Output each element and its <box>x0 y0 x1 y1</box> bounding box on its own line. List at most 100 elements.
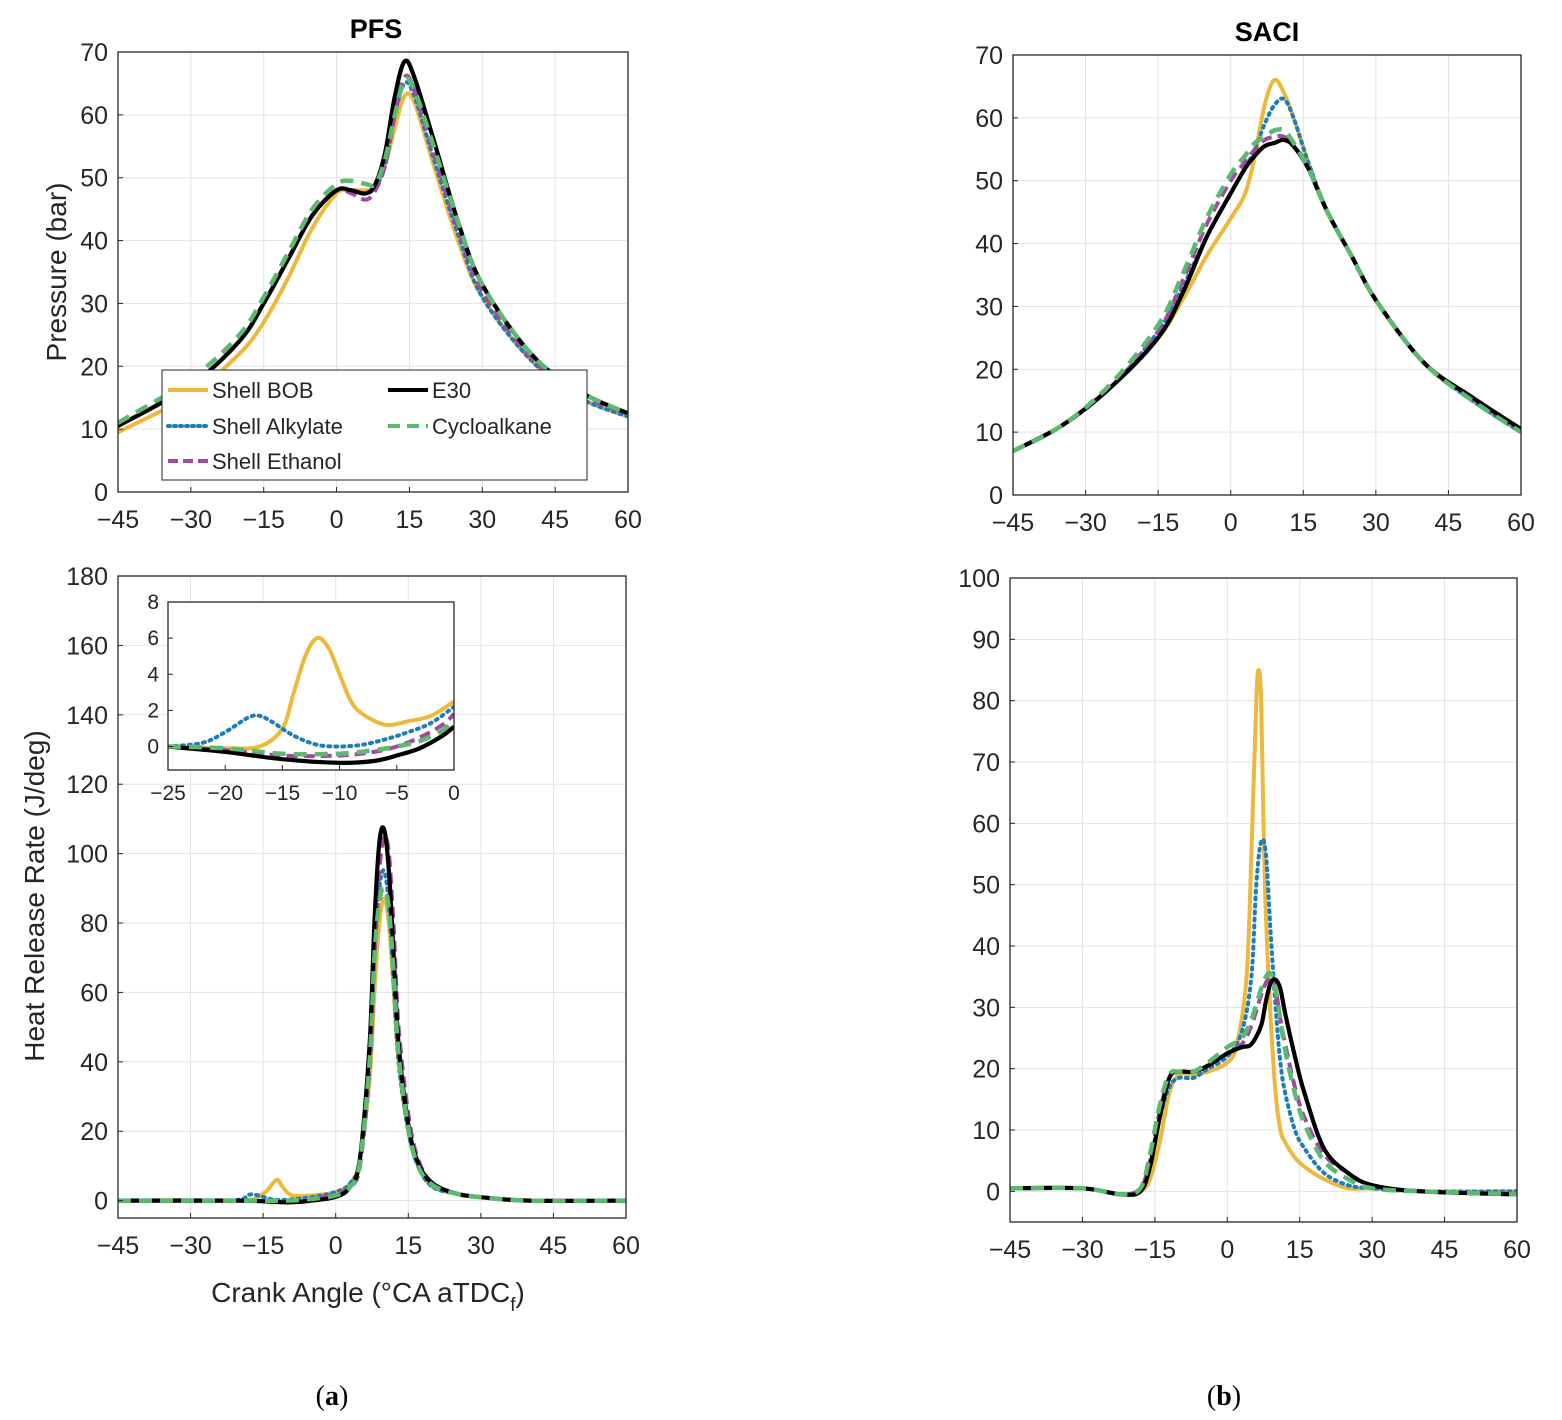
x-tick-label: 15 <box>394 1232 422 1260</box>
y-tick-label: 70 <box>80 39 108 67</box>
y-tick-label: 20 <box>80 353 108 381</box>
x-tick-label: −30 <box>1061 1236 1103 1264</box>
saci-hrr-panel: −45 −30 −15 0 15 30 45 60 0 10 20 30 40 50 60 70 80 90 100 <box>958 565 1531 1264</box>
caption-a-close: ) <box>339 1381 348 1412</box>
x-tick-label: 15 <box>396 506 424 534</box>
y-tick-label: 60 <box>972 810 1000 838</box>
x-tick-label: 0 <box>330 506 344 534</box>
plot-frame <box>117 51 629 493</box>
y-tick-label: 40 <box>80 228 108 256</box>
series-line-cycloalkane <box>118 885 626 1204</box>
x-tick-label: −15 <box>1137 509 1179 537</box>
pfs-hrr-panel: −45 −30 −15 0 15 30 45 600204060801001201401601… <box>19 563 640 1316</box>
x-tick-label: 0 <box>1220 1236 1234 1264</box>
x-tick-label: −15 <box>242 1232 284 1260</box>
y-tick-label: 0 <box>94 1188 108 1216</box>
x-tick-label: −10 <box>322 782 358 805</box>
x-tick-label: −5 <box>385 782 409 805</box>
y-tick-label: 120 <box>66 771 108 799</box>
y-tick-label: 50 <box>972 872 1000 900</box>
y-tick-label: 0 <box>147 736 159 759</box>
legend-box <box>161 369 588 481</box>
x-tick-label: −25 <box>150 782 186 805</box>
y-tick-label: 40 <box>80 1049 108 1077</box>
y-tick-label: 60 <box>80 102 108 130</box>
caption-b-letter: b <box>1216 1381 1232 1412</box>
x-tick-label: 30 <box>1358 1236 1386 1264</box>
x-tick-label: 45 <box>1431 1236 1459 1264</box>
inset-frame <box>167 601 455 771</box>
legend-label-shell-alkylate: Shell Alkylate <box>212 414 343 439</box>
x-tick-label: −30 <box>1064 509 1106 537</box>
y-tick-label: 50 <box>975 168 1003 196</box>
x-tick-label: 45 <box>541 506 569 534</box>
caption-a-open: ( <box>316 1381 325 1412</box>
x-tick-label: −45 <box>97 1232 139 1260</box>
x-tick-label: 30 <box>1362 509 1390 537</box>
x-tick-label: 30 <box>468 506 496 534</box>
x-tick-label: −30 <box>170 506 212 534</box>
panel-title: PFS <box>350 14 403 44</box>
series-line-e30 <box>1013 137 1521 453</box>
x-axis-label-subscript: f <box>510 1295 516 1316</box>
x-tick-label: 60 <box>614 506 642 534</box>
pfs-hrr-inset: −25 −20 −15 −10 −5 0 0 2 4 6 8 <box>147 591 460 805</box>
x-tick-label: −20 <box>207 782 243 805</box>
y-tick-label: 50 <box>80 165 108 193</box>
x-tick-label: 60 <box>1503 1236 1531 1264</box>
y-tick-label: 90 <box>972 626 1000 654</box>
legend: Shell BOB E30 Shell Alkylate Cycloalkane… <box>161 369 588 481</box>
y-tick-label: 80 <box>80 910 108 938</box>
y-tick-label: 60 <box>80 979 108 1007</box>
series-line-shell-bob <box>168 635 454 751</box>
y-tick-label: 4 <box>147 663 159 686</box>
x-axis-label: Crank Angle (°CA aTDCf) <box>211 1277 525 1316</box>
y-tick-label: 0 <box>989 482 1003 510</box>
y-tick-label: 180 <box>66 563 108 591</box>
series-line-cycloalkane <box>118 76 628 425</box>
x-tick-label: 45 <box>540 1232 568 1260</box>
x-tick-label: 15 <box>1289 509 1317 537</box>
series-line-cycloalkane <box>168 717 454 757</box>
y-tick-label: 80 <box>972 688 1000 716</box>
series-line-e30 <box>168 724 454 765</box>
y-tick-label: 30 <box>80 290 108 318</box>
x-axis-label-main: Crank Angle (°CA aTDC <box>211 1277 510 1308</box>
series-line-shell-bob <box>1013 77 1521 453</box>
y-tick-label: 20 <box>972 1056 1000 1084</box>
x-tick-label: 60 <box>612 1232 640 1260</box>
x-tick-label: 0 <box>448 782 460 805</box>
x-tick-label: −15 <box>243 506 285 534</box>
x-tick-label: 15 <box>1286 1236 1314 1264</box>
series-line-cycloalkane <box>1013 126 1521 454</box>
y-tick-label: 10 <box>972 1117 1000 1145</box>
legend-label-shell-ethanol: Shell Ethanol <box>212 449 342 474</box>
caption-a-letter: a <box>325 1381 339 1412</box>
x-tick-label: −45 <box>97 506 139 534</box>
y-tick-label: 20 <box>975 356 1003 384</box>
y-tick-label: 60 <box>975 105 1003 133</box>
x-tick-label: 60 <box>1507 509 1535 537</box>
x-tick-label: 45 <box>1435 509 1463 537</box>
y-tick-label: 40 <box>972 933 1000 961</box>
y-tick-label: 0 <box>94 479 108 507</box>
plot-frame <box>117 575 627 1219</box>
x-tick-label: −15 <box>1134 1236 1176 1264</box>
y-axis-label: Heat Release Rate (J/deg) <box>19 730 50 1062</box>
y-tick-label: 70 <box>972 749 1000 777</box>
y-tick-label: 20 <box>80 1118 108 1146</box>
x-axis-label-close: ) <box>516 1277 525 1308</box>
y-axis-label: Pressure (bar) <box>41 183 72 362</box>
caption-b-close: ) <box>1232 1381 1241 1412</box>
legend-label-shell-bob: Shell BOB <box>212 378 314 403</box>
y-tick-label: 30 <box>975 293 1003 321</box>
y-tick-label: 100 <box>958 565 1000 593</box>
plot-frame <box>1012 54 1522 496</box>
y-tick-label: 10 <box>975 419 1003 447</box>
x-tick-label: −30 <box>169 1232 211 1260</box>
y-tick-label: 30 <box>972 994 1000 1022</box>
legend-label-e30: E30 <box>432 378 471 403</box>
pfs-pressure-panel: −45 −30 −15 0 15 30 45 60 0 10 20 30 40 50 60 70 PFS Pr… <box>41 14 642 534</box>
y-tick-label: 100 <box>66 841 108 869</box>
